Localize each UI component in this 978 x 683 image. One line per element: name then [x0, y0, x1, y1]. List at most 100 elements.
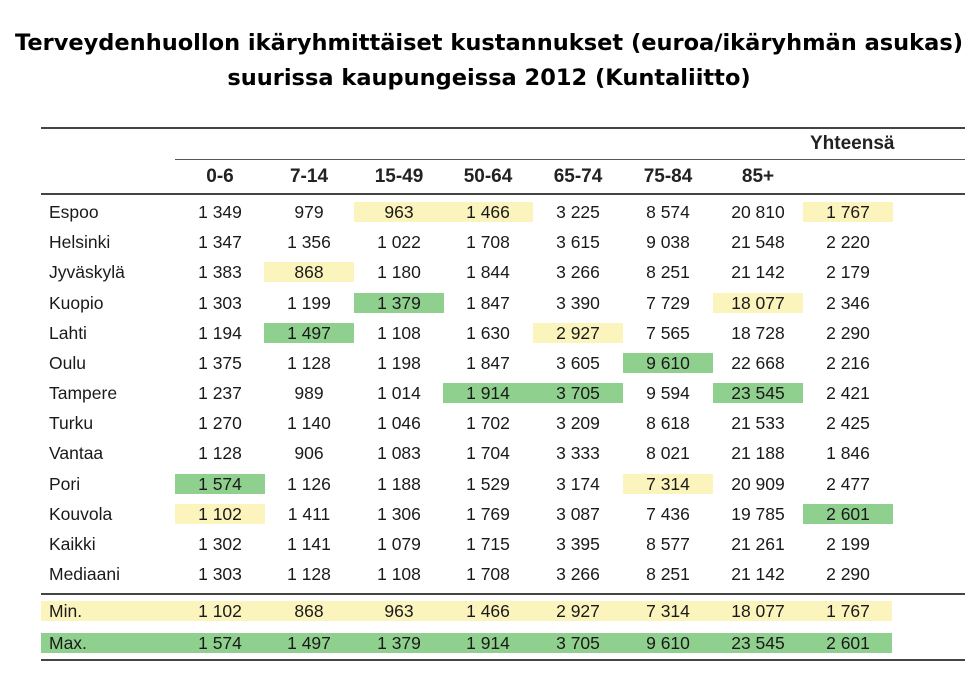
table-row-cell: 1 497 — [264, 323, 354, 343]
table-row-cell: 21 533 — [731, 413, 785, 433]
table-row-cell: 3 605 — [556, 353, 600, 373]
table-row-cell: 1 347 — [198, 232, 242, 252]
table-row-cell: 18 728 — [731, 323, 785, 343]
table-row-cell: 8 577 — [646, 534, 690, 554]
table-row-cell: 3 225 — [556, 202, 600, 222]
table-row-cell: 1 702 — [466, 413, 510, 433]
table-row-cell: 1 708 — [466, 564, 510, 584]
table-row-cell: 3 266 — [556, 564, 600, 584]
table-row-label: Jyväskylä — [49, 262, 125, 282]
table-row-cell: 1 704 — [466, 443, 510, 463]
table-row-cell: 7 314 — [623, 474, 713, 494]
title-line-2: suurissa kaupungeissa 2012 (Kuntaliitto) — [227, 65, 751, 91]
min-row-cell: 868 — [294, 601, 324, 621]
table-row-cell: 3 209 — [556, 413, 600, 433]
table-row-cell: 2 290 — [826, 564, 870, 584]
table-row-cell: 979 — [294, 202, 324, 222]
max-row-cell: 1 497 — [287, 633, 331, 653]
table-row-cell: 1 767 — [803, 202, 893, 222]
table-row-cell: 1 079 — [377, 534, 421, 554]
table-row-cell: 7 729 — [646, 293, 690, 313]
table-row-cell: 2 927 — [533, 323, 623, 343]
table-row-cell: 9 610 — [623, 353, 713, 373]
table-row-cell: 21 142 — [731, 564, 785, 584]
min-row-cell: 2 927 — [556, 601, 600, 621]
table-row-cell: 2 216 — [826, 353, 870, 373]
table-row-cell: 1 199 — [287, 293, 331, 313]
table-row-label: Kaikki — [49, 534, 96, 554]
table-row-cell: 2 290 — [826, 323, 870, 343]
max-row-band — [41, 633, 892, 653]
title-line-1: Terveydenhuollon ikäryhmittäiset kustann… — [15, 30, 963, 56]
table-row-cell: 1 529 — [466, 474, 510, 494]
table-row-cell: 8 021 — [646, 443, 690, 463]
min-row-cell: 18 077 — [731, 601, 785, 621]
table-row-cell: 21 142 — [731, 262, 785, 282]
table-row-cell: 1 014 — [377, 383, 421, 403]
table-row-cell: 1 303 — [198, 564, 242, 584]
table-row-cell: 1 769 — [466, 504, 510, 524]
table-row-cell: 9 594 — [646, 383, 690, 403]
table-row-cell: 23 545 — [713, 383, 803, 403]
table-row-cell: 1 708 — [466, 232, 510, 252]
min-row-band — [41, 601, 892, 621]
table-row-label: Oulu — [49, 353, 86, 373]
max-row-cell: 3 705 — [556, 633, 600, 653]
max-row-label: Max. — [49, 633, 87, 653]
max-row-cell: 1 574 — [198, 633, 242, 653]
table-bottom-rule — [41, 659, 965, 661]
table-row-cell: 1 715 — [466, 534, 510, 554]
table-row-cell: 20 810 — [731, 202, 785, 222]
table-row-cell: 1 349 — [198, 202, 242, 222]
column-header: 0-6 — [206, 166, 234, 187]
table-row-cell: 1 847 — [466, 353, 510, 373]
table-row-cell: 2 179 — [826, 262, 870, 282]
table-row-cell: 1 022 — [377, 232, 421, 252]
table-row-cell: 1 302 — [198, 534, 242, 554]
table-row-label: Kuopio — [49, 293, 104, 313]
table-row-cell: 8 251 — [646, 262, 690, 282]
table-row-cell: 1 574 — [175, 474, 265, 494]
table-row-cell: 1 126 — [287, 474, 331, 494]
table-row-cell: 1 108 — [377, 323, 421, 343]
table-row-cell: 1 306 — [377, 504, 421, 524]
table-row-cell: 1 466 — [443, 202, 533, 222]
table-row-cell: 2 346 — [826, 293, 870, 313]
min-row-cell: 7 314 — [646, 601, 690, 621]
table-row-cell: 1 194 — [198, 323, 242, 343]
table-row-cell: 8 251 — [646, 564, 690, 584]
header-sub-rule — [175, 159, 965, 160]
table-row-cell: 1 270 — [198, 413, 242, 433]
table-row-cell: 18 077 — [713, 293, 803, 313]
table-row-label: Espoo — [49, 202, 99, 222]
min-row-cell: 963 — [384, 601, 414, 621]
table-row-cell: 1 128 — [287, 353, 331, 373]
max-row-cell: 1 379 — [377, 633, 421, 653]
table-row-label: Pori — [49, 474, 81, 494]
table-row-cell: 1 846 — [826, 443, 870, 463]
table-row-cell: 7 436 — [646, 504, 690, 524]
table-row-cell: 1 083 — [377, 443, 421, 463]
table-row-cell: 1 128 — [287, 564, 331, 584]
table-row-cell: 3 395 — [556, 534, 600, 554]
table-row-label: Turku — [49, 413, 94, 433]
table-row-cell: 1 914 — [443, 383, 533, 403]
table-row-cell: 22 668 — [731, 353, 785, 373]
table-row-cell: 1 630 — [466, 323, 510, 343]
table-row-cell: 1 844 — [466, 262, 510, 282]
table-row-cell: 3 705 — [533, 383, 623, 403]
table-row-cell: 3 087 — [556, 504, 600, 524]
table-row-cell: 20 909 — [731, 474, 785, 494]
total-column-header: Yhteensä — [810, 133, 895, 154]
min-row-cell: 1 466 — [466, 601, 510, 621]
table-row-cell: 1 198 — [377, 353, 421, 373]
table-row-label: Vantaa — [49, 443, 104, 463]
table-row-cell: 9 038 — [646, 232, 690, 252]
column-header: 85+ — [741, 166, 775, 187]
table-row-cell: 963 — [354, 202, 444, 222]
table-row-cell: 2 220 — [826, 232, 870, 252]
table-row-cell: 1 303 — [198, 293, 242, 313]
table-row-cell: 2 199 — [826, 534, 870, 554]
table-row-cell: 906 — [294, 443, 324, 463]
table-row-cell: 868 — [264, 262, 354, 282]
